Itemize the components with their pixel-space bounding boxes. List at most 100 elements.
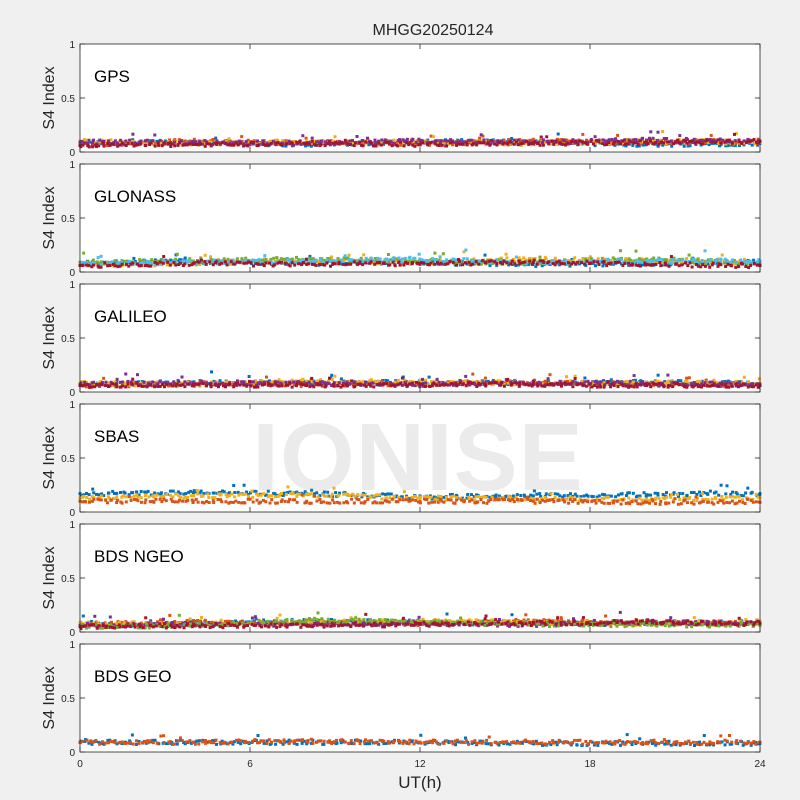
scatter-mark bbox=[310, 384, 314, 387]
scatter-mark bbox=[314, 263, 318, 267]
scatter-mark bbox=[295, 384, 298, 388]
data-point bbox=[531, 499, 535, 503]
scatter-mark bbox=[211, 138, 215, 141]
scatter-mark bbox=[433, 262, 437, 266]
scatter-mark bbox=[345, 380, 349, 384]
scatter-mark bbox=[695, 492, 699, 496]
scatter-mark bbox=[637, 260, 641, 264]
scatter-mark bbox=[525, 381, 529, 385]
scatter-mark bbox=[366, 495, 370, 499]
scatter-mark bbox=[714, 381, 718, 385]
scatter-mark bbox=[292, 380, 296, 384]
scatter-mark bbox=[700, 379, 704, 383]
scatter-mark bbox=[703, 249, 707, 253]
scatter-mark bbox=[224, 385, 227, 389]
scatter-mark bbox=[79, 381, 83, 385]
scatter-mark bbox=[747, 380, 750, 384]
scatter-mark bbox=[637, 144, 641, 148]
scatter-mark bbox=[120, 141, 124, 145]
scatter-mark bbox=[733, 259, 736, 262]
scatter-mark bbox=[667, 264, 671, 268]
scatter-mark bbox=[720, 499, 724, 503]
scatter-mark bbox=[641, 136, 645, 140]
scatter-mark bbox=[144, 498, 148, 502]
scatter-mark bbox=[208, 382, 212, 386]
scatter-mark bbox=[327, 257, 331, 261]
scatter-mark bbox=[332, 381, 336, 385]
scatter-mark bbox=[451, 143, 455, 147]
scatter-mark bbox=[466, 262, 470, 266]
scatter-mark bbox=[641, 380, 645, 384]
scatter-mark bbox=[264, 261, 268, 265]
scatter-mark bbox=[402, 263, 406, 267]
scatter-mark bbox=[445, 258, 449, 262]
scatter-mark bbox=[426, 382, 430, 386]
scatter-mark bbox=[424, 378, 428, 382]
scatter-mark bbox=[362, 260, 366, 264]
scatter-mark bbox=[420, 382, 424, 386]
scatter-mark bbox=[414, 140, 418, 144]
scatter-mark bbox=[331, 261, 335, 265]
scatter-mark bbox=[682, 496, 686, 500]
scatter-mark bbox=[269, 383, 273, 387]
scatter-mark bbox=[99, 380, 103, 383]
scatter-mark bbox=[535, 382, 539, 386]
scatter-mark bbox=[209, 140, 213, 144]
scatter-mark bbox=[350, 379, 354, 383]
scatter-mark bbox=[672, 142, 676, 146]
scatter-mark bbox=[183, 256, 187, 260]
scatter-mark bbox=[645, 383, 649, 387]
scatter-mark bbox=[252, 264, 255, 268]
scatter-mark bbox=[744, 265, 748, 268]
scatter-mark bbox=[737, 495, 741, 499]
scatter-mark bbox=[528, 257, 532, 261]
scatter-mark bbox=[467, 260, 471, 264]
scatter-mark bbox=[282, 382, 286, 386]
scatter-mark bbox=[429, 134, 433, 138]
scatter-mark bbox=[361, 263, 365, 267]
scatter-mark bbox=[638, 258, 642, 262]
scatter-mark bbox=[628, 139, 632, 143]
scatter-mark bbox=[664, 263, 668, 267]
scatter-mark bbox=[635, 144, 639, 148]
scatter-mark bbox=[455, 263, 459, 267]
scatter-mark bbox=[195, 489, 199, 493]
scatter-mark bbox=[435, 377, 439, 381]
scatter-mark bbox=[271, 380, 274, 384]
scatter-mark bbox=[614, 499, 618, 503]
y-axis-label: S4 Index bbox=[41, 66, 58, 129]
scatter-mark bbox=[573, 141, 577, 145]
scatter-mark bbox=[92, 382, 96, 386]
scatter-mark bbox=[420, 261, 424, 265]
scatter-mark bbox=[569, 142, 573, 145]
scatter-mark bbox=[636, 264, 640, 268]
scatter-mark bbox=[124, 500, 128, 504]
scatter-mark bbox=[733, 502, 737, 506]
scatter-mark bbox=[703, 261, 706, 265]
scatter-mark bbox=[315, 499, 319, 503]
scatter-mark bbox=[303, 490, 307, 494]
scatter-mark bbox=[607, 262, 611, 265]
scatter-mark bbox=[102, 144, 106, 148]
scatter-mark bbox=[341, 260, 345, 264]
scatter-mark bbox=[343, 258, 347, 262]
scatter-mark bbox=[97, 496, 101, 500]
scatter-mark bbox=[658, 502, 662, 506]
scatter-mark bbox=[374, 257, 378, 261]
scatter-mark bbox=[108, 381, 111, 385]
scatter-mark bbox=[322, 381, 326, 385]
scatter-mark bbox=[309, 144, 313, 148]
scatter-mark bbox=[349, 262, 353, 266]
scatter-mark bbox=[590, 499, 594, 503]
scatter-mark bbox=[636, 502, 640, 506]
scatter-mark bbox=[132, 144, 136, 148]
scatter-mark bbox=[223, 262, 227, 265]
scatter-mark bbox=[321, 493, 324, 497]
scatter-mark bbox=[529, 142, 533, 146]
scatter-mark bbox=[638, 494, 642, 498]
scatter-mark bbox=[670, 379, 674, 382]
scatter-mark bbox=[369, 256, 373, 260]
scatter-mark bbox=[139, 496, 143, 500]
scatter-mark bbox=[642, 382, 646, 386]
